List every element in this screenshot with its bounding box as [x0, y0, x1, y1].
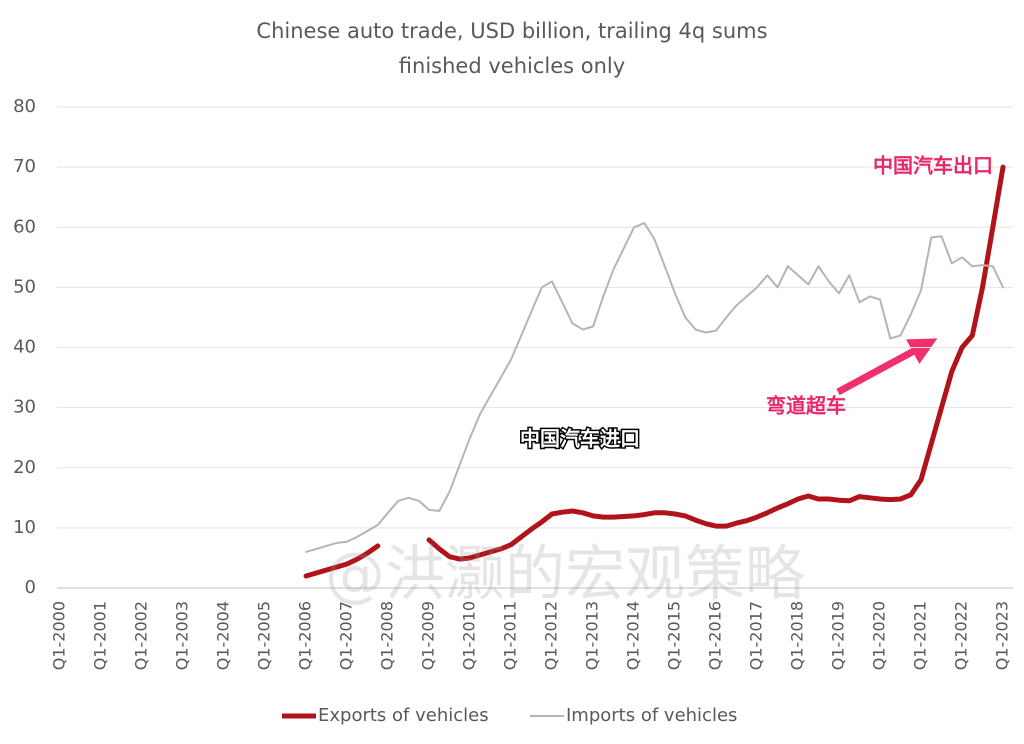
x-tick-label: Q1-2022 — [952, 601, 971, 670]
arrow — [836, 338, 938, 396]
annotation: 弯道超车 — [766, 394, 846, 418]
y-tick-label: 60 — [13, 216, 36, 237]
x-tick-label: Q1-2023 — [993, 601, 1012, 670]
legend-label: Exports of vehicles — [318, 705, 489, 726]
annotation: 中国汽车出口 — [873, 154, 993, 178]
x-tick-label: Q1-2005 — [255, 601, 274, 670]
watermark: @洪灏的宏观策略 — [325, 540, 805, 610]
series-line — [305, 222, 1004, 553]
x-tick-label: Q1-2002 — [132, 601, 151, 670]
legend-label: Imports of vehicles — [566, 705, 737, 726]
x-tick-label: Q1-2011 — [501, 601, 520, 670]
x-tick-label: Q1-2019 — [829, 601, 848, 670]
x-tick-label: Q1-2017 — [747, 601, 766, 670]
x-tick-label: Q1-2007 — [337, 601, 356, 670]
x-tick-label: Q1-2008 — [378, 601, 397, 670]
x-tick-label: Q1-2004 — [214, 601, 233, 670]
y-tick-label: 70 — [13, 156, 36, 177]
x-tick-label: Q1-2003 — [173, 601, 192, 670]
x-tick-label: Q1-2012 — [542, 601, 561, 670]
x-tick-label: Q1-2010 — [460, 601, 479, 670]
chart-title: Chinese auto trade, USD billion, trailin… — [256, 19, 767, 43]
y-tick-label: 0 — [25, 577, 36, 598]
y-tick-label: 50 — [13, 276, 36, 297]
x-tick-label: Q1-2021 — [911, 601, 930, 670]
y-tick-label: 80 — [13, 96, 36, 117]
x-tick-label: Q1-2000 — [50, 601, 69, 670]
y-tick-label: 30 — [13, 397, 36, 418]
x-tick-label: Q1-2014 — [624, 601, 643, 670]
x-tick-label: Q1-2006 — [296, 601, 315, 670]
y-tick-label: 20 — [13, 457, 36, 478]
x-tick-label: Q1-2015 — [665, 601, 684, 670]
chart-subtitle: finished vehicles only — [399, 54, 625, 78]
x-tick-label: Q1-2009 — [419, 601, 438, 670]
series-line — [303, 164, 1006, 579]
x-tick-label: Q1-2013 — [583, 601, 602, 670]
x-tick-label: Q1-2016 — [706, 601, 725, 670]
annotation: 中国汽车进口 — [520, 427, 640, 451]
x-tick-label: Q1-2001 — [91, 601, 110, 670]
x-tick-label: Q1-2018 — [788, 601, 807, 670]
x-tick-label: Q1-2020 — [870, 601, 889, 670]
y-tick-label: 40 — [13, 337, 36, 358]
y-tick-label: 10 — [13, 517, 36, 538]
